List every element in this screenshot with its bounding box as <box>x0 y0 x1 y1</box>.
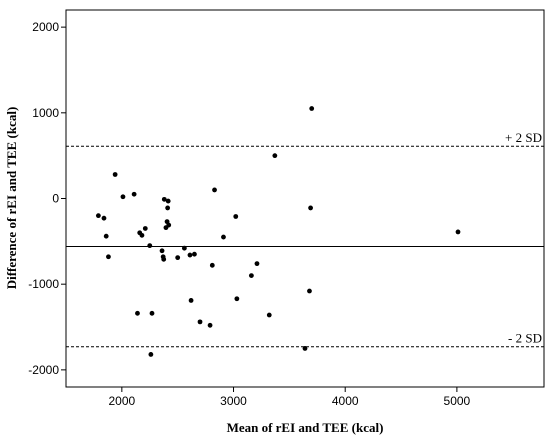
y-tick-label: 0 <box>52 192 59 206</box>
data-point <box>95 213 101 219</box>
data-point <box>272 153 278 159</box>
data-point <box>221 234 226 240</box>
y-axis-title: Difference of rEI and TEE (kcal) <box>4 107 19 290</box>
data-point <box>120 194 126 200</box>
reference-label-lower: - 2 SD <box>508 331 542 346</box>
data-point <box>161 256 167 262</box>
data-point <box>233 214 239 219</box>
data-point <box>455 229 461 235</box>
reference-lines: + 2 SD - 2 SD <box>66 130 544 348</box>
data-point <box>188 298 194 303</box>
reference-label-upper: + 2 SD <box>505 130 542 145</box>
y-tick-label: 1000 <box>32 106 59 120</box>
data-point <box>308 205 313 211</box>
data-point <box>302 346 308 351</box>
x-axis-title: Mean of rEI and TEE (kcal) <box>227 420 384 435</box>
data-point <box>175 255 181 261</box>
x-tick-label: 5000 <box>444 394 471 408</box>
y-tick-label: -1000 <box>28 277 59 291</box>
data-point <box>131 191 137 197</box>
data-point <box>159 248 165 254</box>
data-point <box>254 261 260 267</box>
axis-ticks: 2000 3000 4000 5000 2000 1000 0 -1000 -2000 <box>28 20 470 408</box>
data-point <box>161 196 167 202</box>
data-point <box>135 310 140 316</box>
data-point <box>209 262 215 268</box>
data-point <box>197 319 203 325</box>
data-point <box>266 312 272 318</box>
data-point <box>187 252 193 258</box>
data-point <box>101 215 107 221</box>
data-point <box>103 233 109 239</box>
data-point <box>248 273 254 279</box>
data-point <box>139 232 145 238</box>
data-point <box>147 243 153 249</box>
x-tick-label: 4000 <box>332 394 359 408</box>
data-point <box>212 187 217 193</box>
data-point <box>234 296 240 302</box>
data-point <box>309 106 315 111</box>
data-points <box>95 106 461 357</box>
data-point <box>112 172 118 177</box>
data-point <box>165 198 171 204</box>
data-point <box>181 245 187 251</box>
data-point <box>165 205 171 211</box>
y-tick-label: 2000 <box>32 20 59 34</box>
data-point <box>192 251 197 257</box>
x-tick-label: 3000 <box>220 394 247 408</box>
data-point <box>149 310 155 316</box>
data-point <box>142 226 148 231</box>
data-point <box>307 288 312 294</box>
data-point <box>207 322 213 328</box>
x-tick-label: 2000 <box>108 394 135 408</box>
data-point <box>148 352 154 357</box>
data-point <box>166 222 172 228</box>
data-point <box>106 254 111 260</box>
y-tick-label: -2000 <box>28 363 59 377</box>
plot-frame <box>65 9 545 388</box>
